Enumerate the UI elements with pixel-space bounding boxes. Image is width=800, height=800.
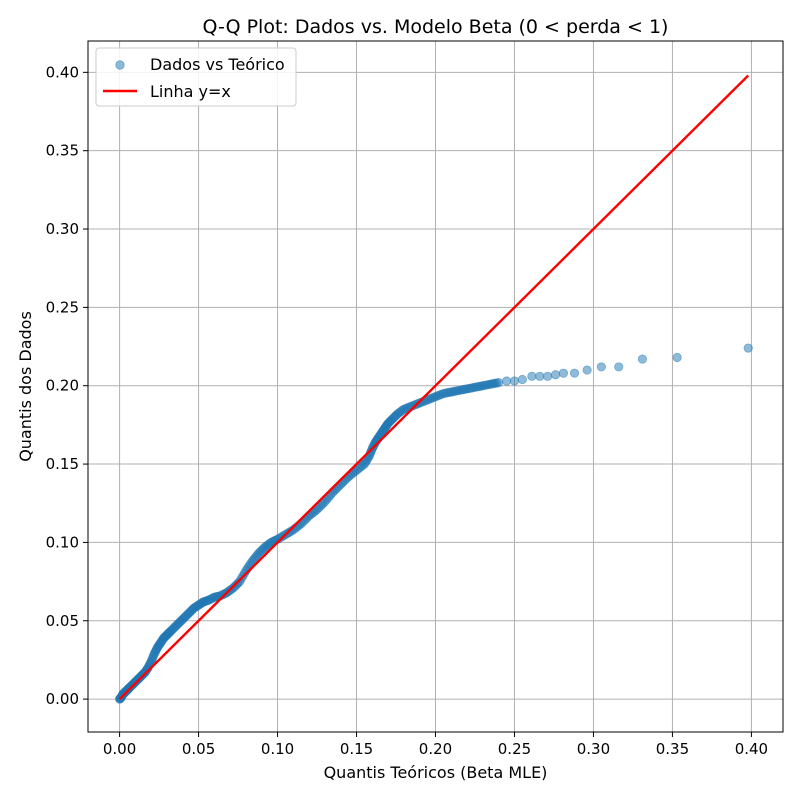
- x-tick-label: 0.30: [577, 740, 610, 758]
- data-point: [501, 376, 512, 386]
- x-tick-label: 0.35: [656, 740, 689, 758]
- data-point: [672, 352, 682, 363]
- y-tick-label: 0.05: [46, 612, 79, 630]
- legend-label-scatter: Dados vs Teórico: [150, 55, 285, 74]
- data-point: [637, 354, 648, 364]
- data-point: [582, 365, 592, 375]
- y-tick-label: 0.00: [46, 690, 79, 708]
- legend-label-line: Linha y=x: [150, 82, 231, 101]
- axis-ticks: 0.00 0.05 0.10 0.15 0.20 0.25 0.30 0.35 0.40 0.00…: [46, 63, 769, 758]
- y-tick-label: 0.40: [46, 63, 79, 81]
- x-tick-label: 0.05: [182, 740, 215, 758]
- x-tick-label: 0.00: [103, 740, 136, 758]
- data-point: [494, 377, 504, 388]
- data-point: [596, 362, 606, 372]
- x-tick-label: 0.20: [419, 740, 452, 758]
- data-point: [550, 370, 561, 380]
- x-tick-label: 0.10: [261, 740, 294, 758]
- data-point: [569, 368, 580, 378]
- data-point: [517, 374, 527, 385]
- reference-line-y-equals-x: [118, 74, 750, 700]
- data-point: [558, 368, 569, 378]
- x-tick-label: 0.15: [340, 740, 373, 758]
- data-point: [543, 371, 553, 381]
- x-axis-label: Quantis Teóricos (Beta MLE): [324, 763, 548, 782]
- x-tick-label: 0.25: [498, 740, 531, 758]
- y-tick-label: 0.15: [46, 455, 79, 473]
- chart-title: Q-Q Plot: Dados vs. Modelo Beta (0 < per…: [203, 16, 669, 38]
- legend-box: [95, 47, 297, 107]
- x-tick-label: 0.40: [735, 740, 768, 758]
- plot-area: [114, 74, 753, 704]
- data-point: [535, 371, 545, 381]
- y-tick-label: 0.10: [46, 533, 79, 551]
- data-point: [614, 362, 624, 372]
- y-tick-label: 0.30: [46, 220, 79, 238]
- y-tick-label: 0.20: [46, 377, 79, 395]
- data-point: [509, 376, 520, 386]
- data-point: [527, 371, 537, 381]
- legend-marker-scatter: [115, 60, 125, 70]
- y-tick-label: 0.25: [46, 298, 79, 316]
- legend: Dados vs Teórico Linha y=x: [95, 47, 297, 107]
- data-point: [743, 343, 753, 353]
- y-tick-label: 0.35: [46, 142, 79, 160]
- y-axis-label: Quantis dos Dados: [16, 311, 35, 462]
